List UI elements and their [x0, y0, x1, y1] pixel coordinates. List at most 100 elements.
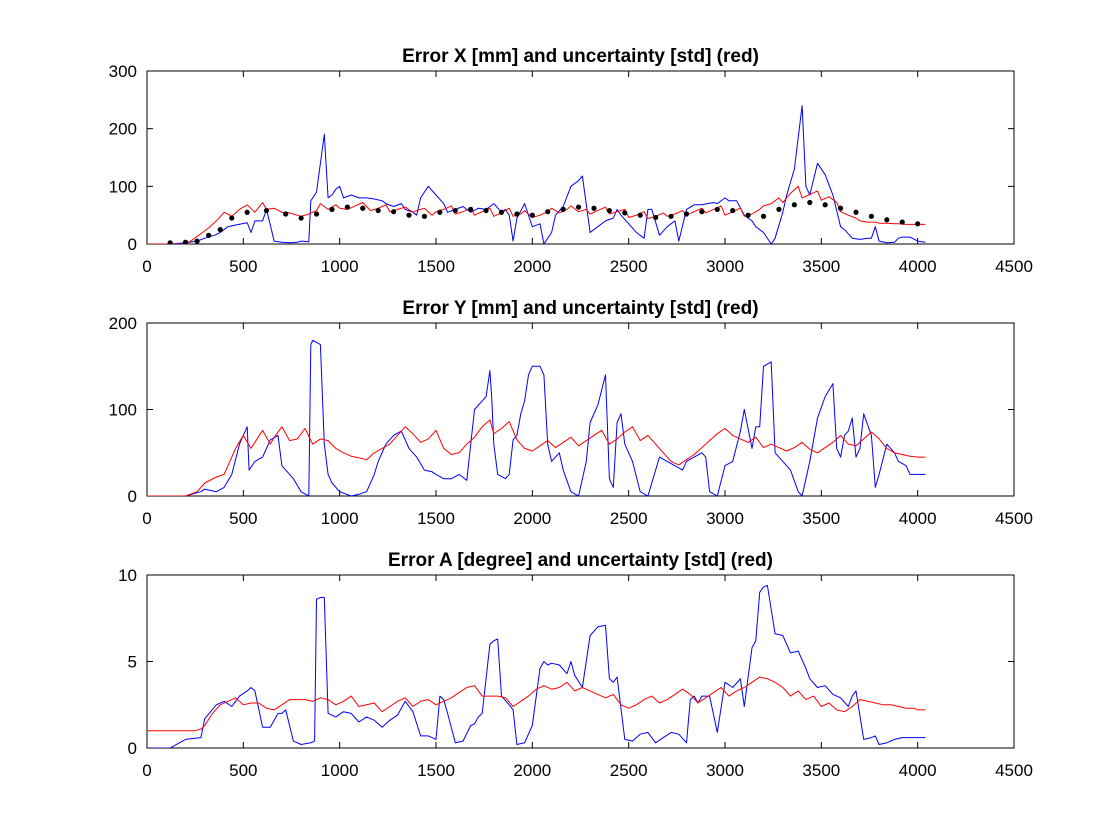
- chart-title: Error Y [mm] and uncertainty [std] (red): [402, 298, 758, 319]
- data-point-marker: [375, 207, 381, 214]
- x-tick-label: 500: [229, 509, 257, 528]
- data-point-marker: [514, 211, 520, 217]
- data-point-marker: [329, 206, 335, 212]
- subplot-1: Error X [mm] and uncertainty [std] (red)…: [109, 46, 1033, 276]
- uncertainty-line: [147, 419, 926, 496]
- x-tick-label: 1000: [321, 257, 359, 276]
- y-tick-label: 100: [109, 177, 137, 196]
- data-point-marker: [915, 221, 921, 227]
- data-point-marker: [452, 207, 458, 214]
- x-tick-label: 4000: [899, 761, 937, 780]
- x-tick-label: 3000: [706, 257, 744, 276]
- x-tick-label: 4000: [899, 257, 937, 276]
- y-tick-label: 200: [109, 120, 137, 139]
- data-point-marker: [468, 206, 474, 212]
- y-tick-label: 300: [109, 62, 137, 81]
- data-point-marker: [714, 206, 720, 212]
- y-tick-label: 10: [118, 566, 137, 585]
- x-tick-label: 4500: [995, 257, 1033, 276]
- x-tick-label: 2500: [610, 761, 648, 780]
- x-tick-label: 3000: [706, 761, 744, 780]
- y-tick-label: 0: [128, 487, 137, 506]
- plot-area: [147, 339, 926, 496]
- x-tick-label: 0: [142, 257, 151, 276]
- x-tick-label: 1500: [417, 761, 455, 780]
- y-tick-label: 200: [109, 314, 137, 333]
- data-point-marker: [182, 239, 189, 244]
- x-tick-label: 2000: [513, 509, 551, 528]
- data-point-marker: [668, 213, 674, 219]
- x-tick-label: 1500: [417, 257, 455, 276]
- data-point-marker: [760, 213, 767, 219]
- y-tick-label: 0: [128, 235, 137, 254]
- subplots: Error X [mm] and uncertainty [std] (red)…: [109, 46, 1033, 780]
- data-point-marker: [421, 213, 428, 219]
- data-point-marker: [776, 206, 782, 212]
- data-point-marker: [360, 205, 366, 211]
- uncertainty-line: [147, 676, 926, 732]
- axes-box: [146, 322, 1015, 497]
- data-point-marker: [313, 211, 320, 217]
- data-point-marker: [263, 207, 270, 214]
- data-point-marker: [745, 212, 751, 218]
- subplot-3: Error A [degree] and uncertainty [std] (…: [118, 550, 1033, 780]
- data-point-marker: [545, 209, 551, 215]
- x-tick-label: 3500: [802, 509, 840, 528]
- data-point-marker: [406, 212, 412, 218]
- x-tick-label: 3000: [706, 509, 744, 528]
- data-point-marker: [344, 204, 350, 210]
- data-point-marker: [807, 199, 813, 206]
- x-tick-label: 1000: [321, 509, 359, 528]
- data-point-marker: [838, 205, 844, 211]
- data-point-marker: [206, 232, 212, 238]
- marker-series: [167, 199, 921, 244]
- x-tick-label: 1500: [417, 509, 455, 528]
- chart-title: Error A [degree] and uncertainty [std] (…: [388, 550, 773, 571]
- data-point-marker: [822, 202, 828, 208]
- x-tick-label: 0: [142, 509, 151, 528]
- data-point-marker: [437, 209, 443, 215]
- error-line: [147, 105, 926, 244]
- data-point-marker: [560, 206, 566, 212]
- data-point-marker: [391, 209, 397, 215]
- data-point-marker: [244, 209, 250, 215]
- data-point-marker: [591, 205, 597, 211]
- error-line: [147, 339, 926, 496]
- data-point-marker: [884, 217, 890, 223]
- data-point-marker: [498, 209, 505, 215]
- x-tick-label: 500: [229, 761, 257, 780]
- axes-box: [146, 574, 1015, 749]
- x-tick-label: 1000: [321, 761, 359, 780]
- data-point-marker: [483, 207, 489, 214]
- data-point-marker: [653, 214, 659, 221]
- error-line: [147, 584, 926, 748]
- data-point-marker: [899, 219, 905, 225]
- x-tick-label: 3500: [802, 761, 840, 780]
- y-tick-label: 0: [128, 739, 137, 758]
- data-point-marker: [791, 202, 797, 208]
- uncertainty-line: [147, 185, 926, 244]
- chart-title: Error X [mm] and uncertainty [std] (red): [402, 46, 759, 67]
- x-tick-label: 500: [229, 257, 257, 276]
- data-point-marker: [853, 209, 859, 215]
- x-tick-label: 0: [142, 761, 151, 780]
- plot-area: [147, 105, 926, 244]
- x-tick-label: 2500: [610, 509, 648, 528]
- data-point-marker: [529, 212, 535, 218]
- data-point-marker: [217, 226, 223, 233]
- x-tick-label: 2500: [610, 257, 648, 276]
- x-tick-label: 2000: [513, 257, 551, 276]
- x-tick-label: 4500: [995, 761, 1033, 780]
- axes-box: [146, 70, 1015, 245]
- data-point-marker: [622, 210, 628, 216]
- data-point-marker: [194, 238, 200, 244]
- plot-area: [147, 584, 926, 748]
- data-point-marker: [283, 211, 289, 217]
- data-point-marker: [683, 211, 690, 217]
- x-tick-label: 4500: [995, 509, 1033, 528]
- subplot-2: Error Y [mm] and uncertainty [std] (red)…: [109, 298, 1033, 528]
- data-point-marker: [167, 240, 173, 244]
- data-point-marker: [699, 209, 705, 215]
- y-tick-label: 100: [109, 401, 137, 420]
